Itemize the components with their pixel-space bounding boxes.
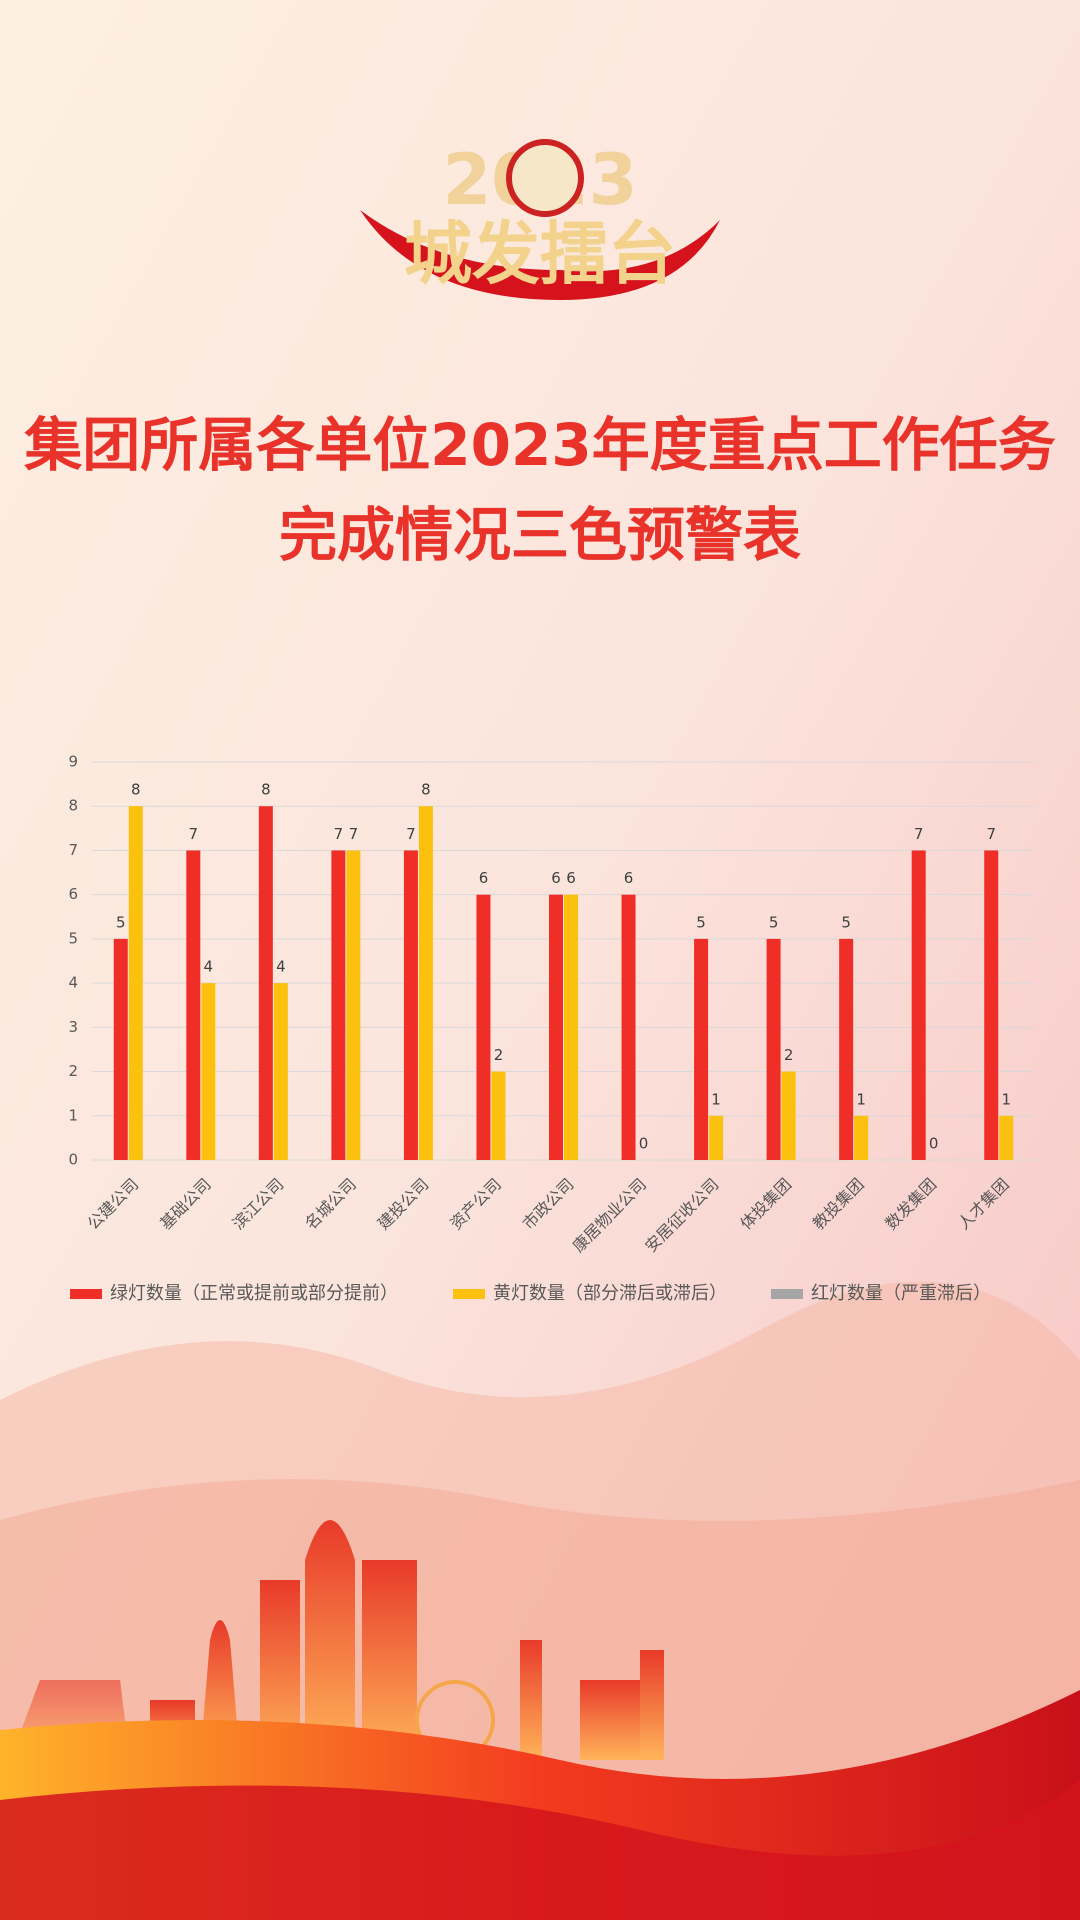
data-label: 2 <box>494 1046 504 1064</box>
bar <box>564 894 578 1160</box>
bar <box>113 938 128 1160</box>
bar <box>476 894 491 1160</box>
data-label: 6 <box>624 869 634 887</box>
data-label: 7 <box>349 825 359 843</box>
bar <box>418 806 433 1160</box>
y-tick-label: 3 <box>68 1018 78 1036</box>
data-label: 2 <box>784 1046 794 1064</box>
bar <box>258 806 273 1160</box>
legend-label: 绿灯数量（正常或提前或部分提前） <box>110 1283 398 1304</box>
data-label: 7 <box>406 825 416 843</box>
data-label: 8 <box>131 781 141 799</box>
data-label: 4 <box>276 958 286 976</box>
data-label: 7 <box>986 825 996 843</box>
bar <box>273 983 288 1160</box>
y-tick-label: 0 <box>68 1151 78 1169</box>
data-label: 5 <box>841 913 851 931</box>
legend-swatch <box>771 1289 803 1299</box>
data-label: 4 <box>204 958 214 976</box>
bar <box>346 850 361 1160</box>
bar <box>491 1071 506 1160</box>
bar <box>854 1115 869 1160</box>
data-label: 7 <box>189 825 199 843</box>
data-label: 1 <box>856 1090 866 1108</box>
legend-swatch <box>453 1289 485 1299</box>
y-tick-label: 4 <box>68 974 78 992</box>
chart-title: 集团所属各单位2023年度重点工作任务 <box>23 411 1055 479</box>
data-label: 8 <box>261 781 271 799</box>
bar <box>781 1071 796 1160</box>
y-tick-label: 2 <box>68 1062 78 1080</box>
data-label: 0 <box>639 1135 649 1153</box>
y-tick-label: 8 <box>68 797 78 815</box>
bar <box>186 850 201 1160</box>
drum <box>506 139 584 217</box>
bar <box>911 850 926 1160</box>
chart-title: 完成情况三色预警表 <box>279 501 801 569</box>
y-tick-label: 7 <box>68 841 78 859</box>
bar <box>549 894 563 1160</box>
data-label: 1 <box>1001 1090 1011 1108</box>
legend-label: 红灯数量（严重滞后） <box>811 1283 991 1304</box>
ribbon-wave <box>0 1780 1080 1920</box>
data-label: 7 <box>334 825 344 843</box>
legend-swatch <box>70 1289 102 1299</box>
bar <box>766 938 781 1160</box>
data-label: 5 <box>769 913 779 931</box>
data-label: 8 <box>421 781 431 799</box>
data-label: 5 <box>696 913 706 931</box>
logo: 2023 城发擂台 <box>360 139 720 300</box>
bar <box>694 938 709 1160</box>
data-label: 6 <box>551 869 561 887</box>
bar <box>984 850 999 1160</box>
data-label: 5 <box>116 913 126 931</box>
y-tick-label: 9 <box>68 753 78 771</box>
legend-label: 黄灯数量（部分滞后或滞后） <box>493 1283 727 1304</box>
bar <box>709 1115 724 1160</box>
bar <box>403 850 418 1160</box>
y-tick-label: 1 <box>68 1106 78 1124</box>
data-label: 6 <box>566 869 576 887</box>
y-tick-label: 6 <box>68 885 78 903</box>
y-tick-label: 5 <box>68 929 78 947</box>
data-label: 0 <box>929 1135 939 1153</box>
bar <box>331 850 346 1160</box>
logo-ribbon <box>360 210 720 300</box>
bar <box>999 1115 1014 1160</box>
bar <box>839 938 854 1160</box>
bar <box>621 894 636 1160</box>
logo-name: 城发擂台 <box>404 215 676 295</box>
data-label: 7 <box>914 825 924 843</box>
data-label: 1 <box>711 1090 721 1108</box>
data-label: 6 <box>479 869 489 887</box>
bar <box>128 806 143 1160</box>
bar <box>201 983 216 1160</box>
